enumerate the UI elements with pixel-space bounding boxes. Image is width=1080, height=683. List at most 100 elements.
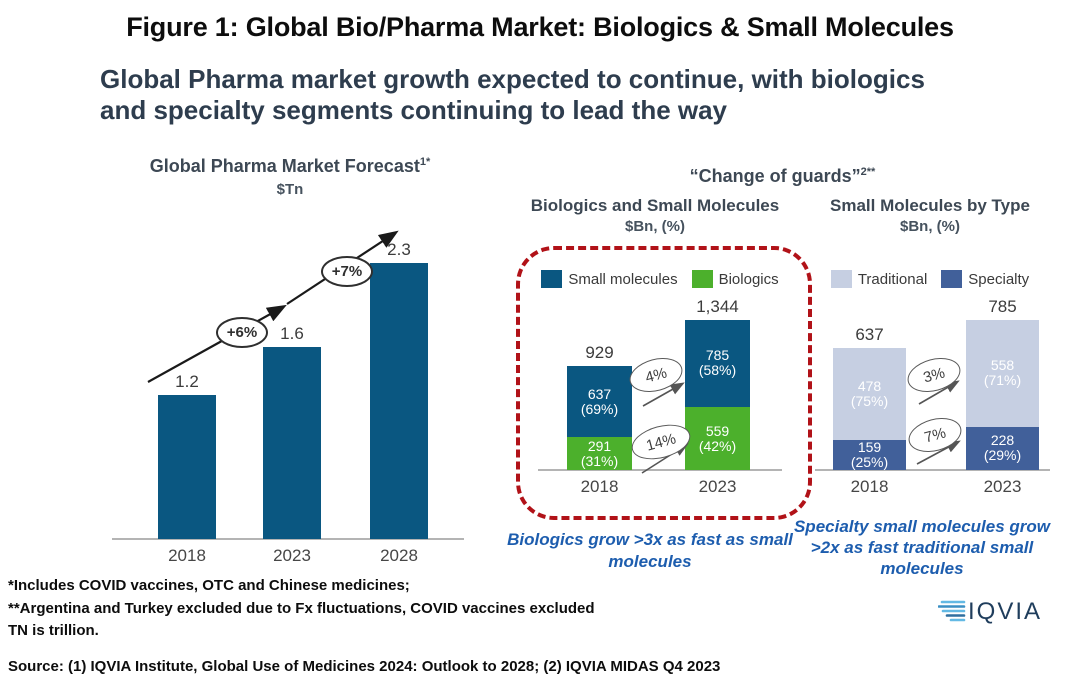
segment-value: 785 [705, 347, 730, 364]
bar-value-label: 1.6 [280, 324, 304, 343]
bar-fill-2023 [263, 347, 321, 539]
left-x-tick-2028: 2028 [380, 546, 418, 565]
segment-percent: (69%) [580, 400, 619, 417]
segment-value: 478 [857, 377, 882, 394]
left-chart-title-text: Global Pharma Market Forecast [149, 156, 420, 176]
legend-label: Traditional [857, 270, 928, 288]
segment-traditional-2023: 558 (71%) [966, 319, 1039, 427]
stacked-bar-2023: 785 558 (71%) 228 (29%) [966, 297, 1039, 470]
bar-total-label: 785 [988, 296, 1017, 316]
legend-item-specialty: Specialty [941, 270, 1029, 288]
segment-percent: (29%) [983, 447, 1022, 464]
segment-value: 558 [990, 357, 1015, 374]
footnote-2: **Argentina and Turkey excluded due to F… [8, 600, 595, 617]
right-x-tick-2018: 2018 [850, 477, 889, 496]
stacked-bar-2023: 1,344 785 (58%) 559 (42%) [685, 297, 750, 470]
source-line: Source: (1) IQVIA Institute, Global Use … [8, 658, 721, 675]
left-x-axis-line [112, 538, 464, 540]
right-chart-legend: Traditional Specialty [800, 270, 1060, 288]
bar-group-2018: 1.2 [158, 372, 216, 539]
iqvia-logo-text: IQVIA [968, 598, 1042, 625]
bar-group-2028: 2.3 [370, 240, 428, 539]
segment-small-molecules-2018: 637 (69%) [567, 366, 632, 438]
growth-label: +6% [226, 324, 258, 341]
iqvia-logo-lines-icon [937, 600, 966, 622]
specialty-swatch [941, 270, 963, 288]
segment-value: 228 [990, 432, 1015, 449]
segment-percent: (75%) [850, 392, 889, 409]
legend-label: Specialty [968, 270, 1030, 288]
biologics-swatch [691, 270, 713, 288]
bar-total-label: 929 [585, 343, 614, 363]
segment-biologics-2018: 291 (31%) [567, 437, 632, 470]
legend-item-biologics: Biologics [691, 270, 779, 288]
footnote-1: *Includes COVID vaccines, OTC and Chines… [8, 577, 410, 594]
growth-label: 4% [643, 363, 669, 387]
bar-group-2023: 1.6 [263, 324, 321, 539]
right-chart-unit: $Bn, (%) [900, 218, 960, 235]
growth-label: 14% [644, 429, 678, 455]
segment-traditional-2018: 478 (75%) [833, 348, 906, 440]
iqvia-logo: IQVIA [937, 591, 1050, 634]
bar-fill-2028 [370, 263, 428, 539]
right-x-axis-line [815, 469, 1050, 471]
legend-label: Small molecules [568, 270, 678, 288]
middle-chart-legend: Small molecules Biologics [516, 270, 804, 288]
segment-value: 291 [587, 437, 612, 454]
legend-label: Biologics [718, 270, 779, 288]
left-chart-title: Global Pharma Market Forecast1* [105, 156, 475, 177]
legend-item-small-molecules: Small molecules [541, 270, 678, 288]
middle-chart-title: Biologics and Small Molecules [530, 196, 780, 215]
middle-chart-callout: Biologics grow >3x as fast as small mole… [507, 530, 793, 571]
right-chart-callout: Specialty small molecules grow >2x as fa… [793, 517, 1051, 578]
group-title-superscript: 2** [860, 166, 876, 178]
right-x-tick-2023: 2023 [983, 477, 1022, 496]
stacked-bar-2018: 637 478 (75%) 159 (25%) [833, 325, 906, 470]
right-chart-title: Small Molecules by Type [830, 196, 1030, 215]
bar-value-label: 2.3 [387, 240, 411, 259]
left-chart-unit: $Tn [276, 181, 304, 198]
figure-subtitle: Global Pharma market growth expected to … [100, 64, 1030, 126]
middle-x-tick-2023: 2023 [698, 477, 737, 496]
segment-value: 159 [857, 438, 882, 455]
segment-percent: (42%) [698, 437, 737, 454]
middle-chart-unit: $Bn, (%) [625, 218, 685, 235]
growth-oval-plus6pct: +6% [216, 317, 268, 348]
segment-specialty-2023: 228 (29%) [966, 426, 1039, 470]
segment-value: 637 [587, 385, 612, 402]
segment-percent: (58%) [698, 362, 737, 379]
segment-percent: (71%) [983, 372, 1022, 389]
legend-item-traditional: Traditional [830, 270, 928, 288]
growth-label: 7% [922, 423, 948, 447]
bar-total-label: 1,344 [696, 296, 739, 316]
segment-value: 559 [705, 422, 730, 439]
red-dashed-highlight-box [516, 246, 812, 520]
figure-title: Figure 1: Global Bio/Pharma Market: Biol… [126, 12, 954, 42]
segment-biologics-2023: 559 (42%) [685, 407, 750, 470]
group-title: “Change of guards”2** [515, 166, 1050, 187]
growth-label: +7% [331, 263, 363, 280]
bar-value-label: 1.2 [175, 372, 199, 391]
bar-fill-2018 [158, 395, 216, 539]
left-chart-plot: 1.2 1.6 2.3 [110, 228, 470, 540]
segment-percent: (31%) [580, 452, 619, 469]
subtitle-line-1: Global Pharma market growth expected to … [100, 64, 925, 94]
small-molecules-swatch [541, 270, 563, 288]
middle-x-tick-2018: 2018 [580, 477, 619, 496]
segment-small-molecules-2023: 785 (58%) [685, 319, 750, 408]
group-title-text: “Change of guards” [689, 166, 861, 186]
bar-total-label: 637 [855, 325, 884, 345]
left-chart-title-superscript: 1* [419, 156, 431, 168]
footnote-3: TN is trillion. [8, 622, 99, 639]
growth-label: 3% [921, 363, 947, 387]
subtitle-line-2: and specialty segments continuing to lea… [100, 95, 728, 125]
stacked-bar-2018: 929 637 (69%) 291 (31%) [567, 343, 632, 470]
segment-specialty-2018: 159 (25%) [833, 438, 906, 470]
left-x-tick-2023: 2023 [273, 546, 311, 565]
segment-percent: (25%) [850, 453, 889, 470]
left-x-tick-2018: 2018 [168, 546, 206, 565]
growth-oval-plus7pct: +7% [321, 256, 373, 287]
traditional-swatch [830, 270, 852, 288]
right-chart-plot: 637 478 (75%) 159 (25%) 785 558 (71%) 22… [815, 260, 1050, 471]
